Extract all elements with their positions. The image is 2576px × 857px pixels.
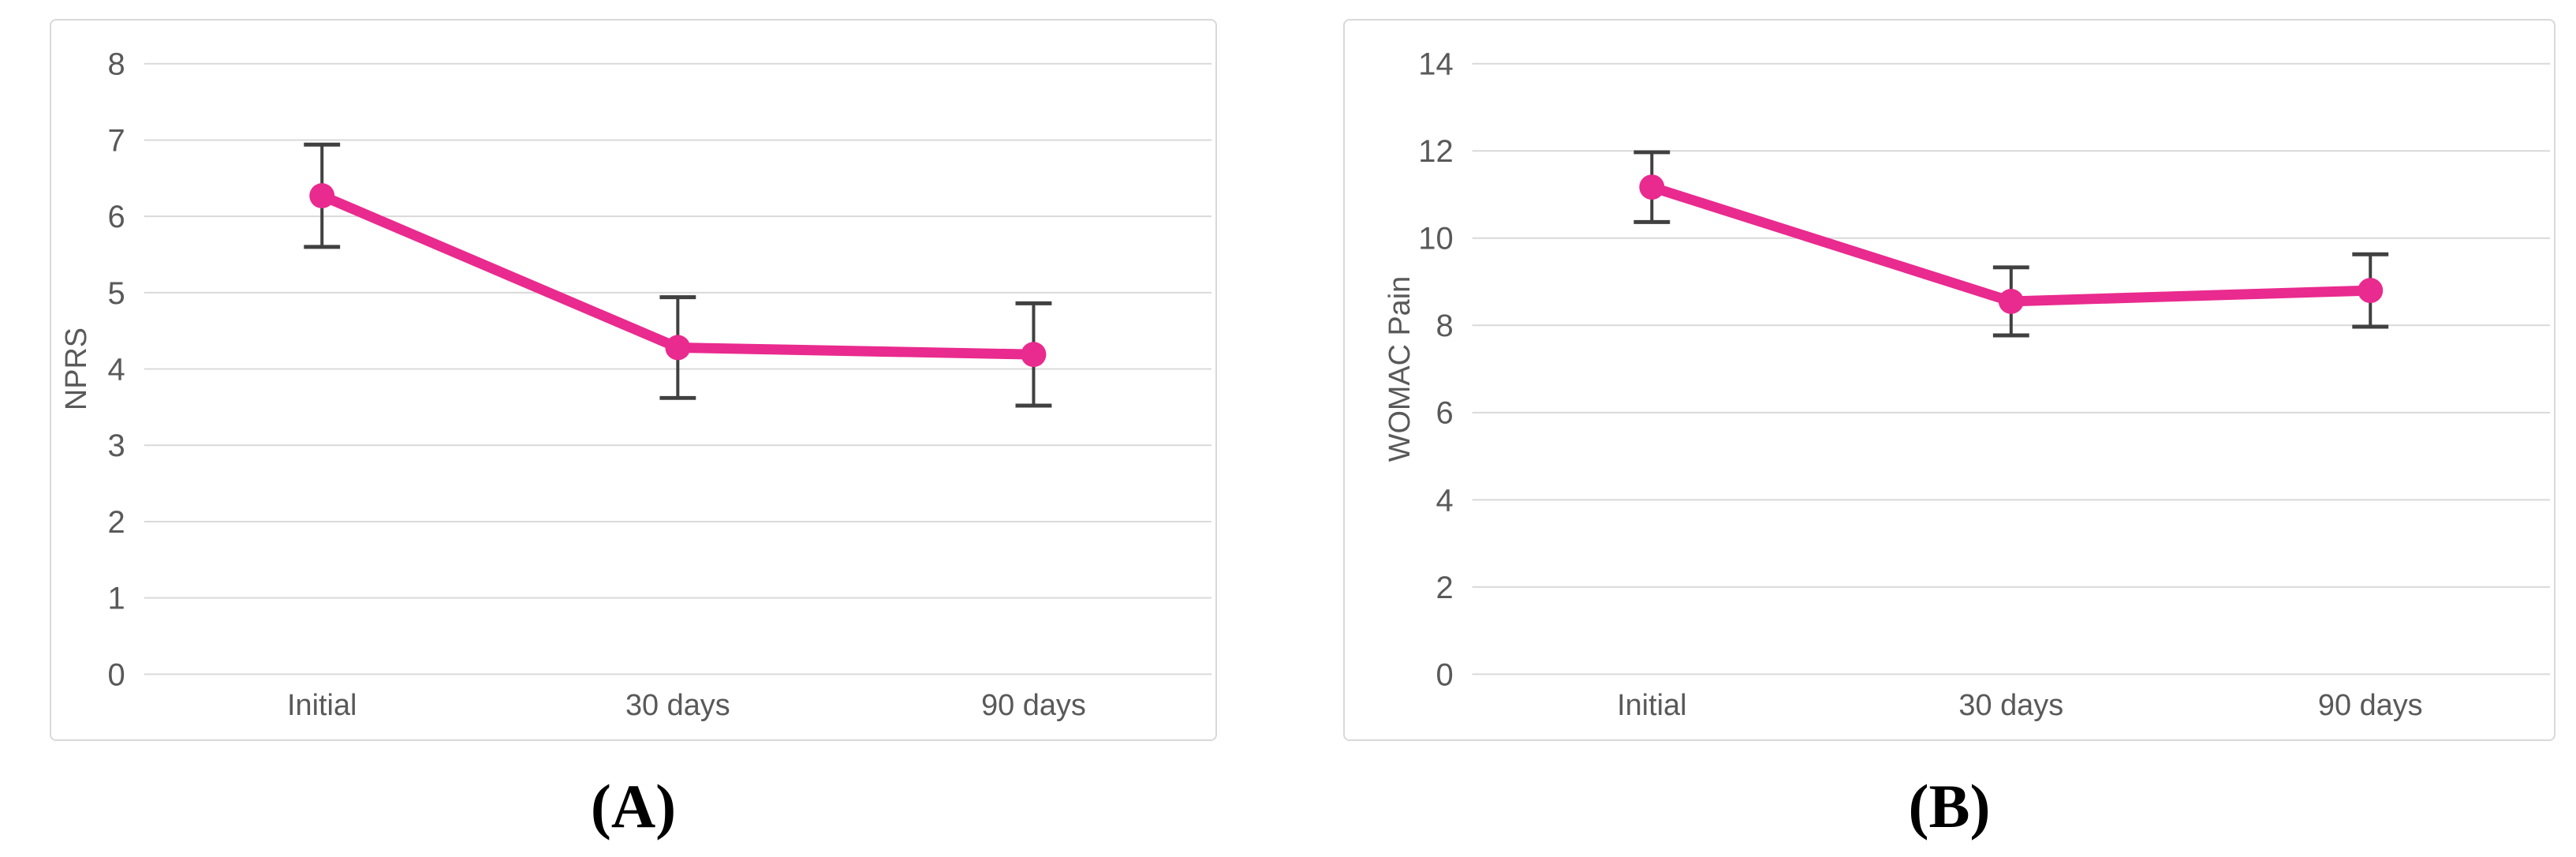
y-axis-tick-labels: 0 2 4 6 8 10 12 14 — [1418, 47, 1453, 693]
x-axis-label: 90 days — [981, 689, 1086, 722]
data-point-marker — [309, 183, 335, 208]
data-point-marker — [1639, 174, 1665, 200]
chart-panel-a: 0 1 2 3 4 5 6 7 8 NPRS Initial 30 days 90 days — [50, 19, 1217, 741]
y-tick-label: 2 — [108, 505, 125, 540]
y-tick-label: 10 — [1418, 222, 1453, 256]
y-axis-title: WOMAC Pain — [1383, 276, 1417, 462]
y-tick-label: 4 — [1435, 483, 1453, 518]
x-axis-label: 30 days — [1958, 689, 2063, 722]
y-tick-label: 5 — [108, 276, 125, 311]
caption-b-label: (B) — [1908, 772, 1991, 840]
x-axis-label: 30 days — [625, 689, 730, 722]
y-tick-label: 12 — [1418, 134, 1453, 169]
line-chart-womac-pain: 0 2 4 6 8 10 12 14 WOMAC Pain Initial 30 days 90 da… — [1383, 47, 2551, 722]
data-point-markers — [309, 183, 1047, 368]
y-tick-label: 0 — [1435, 657, 1453, 692]
data-point-markers — [1639, 174, 2384, 314]
data-point-marker — [1021, 342, 1047, 368]
data-point-marker — [1998, 288, 2024, 314]
line-chart-nprs: 0 1 2 3 4 5 6 7 8 NPRS Initial 30 days 90 days — [60, 47, 1212, 722]
x-axis-labels: Initial 30 days 90 days — [287, 689, 1086, 722]
y-tick-label: 14 — [1418, 47, 1453, 82]
y-tick-label: 0 — [108, 657, 125, 692]
y-axis-title: NPRS — [60, 327, 93, 410]
y-tick-label: 8 — [108, 47, 125, 82]
y-tick-label: 4 — [108, 353, 125, 387]
data-point-marker — [665, 335, 691, 361]
x-axis-label: Initial — [287, 689, 357, 722]
gridlines — [1472, 62, 2551, 675]
y-tick-label: 6 — [108, 200, 125, 234]
chart-panel-b: 0 2 4 6 8 10 12 14 WOMAC Pain Initial 30 days 90 da… — [1343, 19, 2555, 741]
y-tick-label: 3 — [108, 428, 125, 463]
y-tick-label: 1 — [108, 582, 125, 616]
x-axis-label: 90 days — [2318, 689, 2423, 722]
caption-a-label: (A) — [590, 772, 677, 840]
x-axis-label: Initial — [1617, 689, 1686, 722]
y-tick-label: 8 — [1435, 309, 1453, 343]
caption-panel-b: (B) — [1343, 767, 2555, 846]
y-tick-label: 6 — [1435, 396, 1453, 431]
y-tick-label: 7 — [108, 123, 125, 158]
y-tick-label: 2 — [1435, 571, 1453, 605]
error-bars — [304, 142, 1052, 408]
y-axis-tick-labels: 0 1 2 3 4 5 6 7 8 — [108, 47, 125, 693]
data-point-marker — [2358, 278, 2384, 304]
x-axis-labels: Initial 30 days 90 days — [1617, 689, 2423, 722]
caption-panel-a: (A) — [50, 767, 1217, 846]
